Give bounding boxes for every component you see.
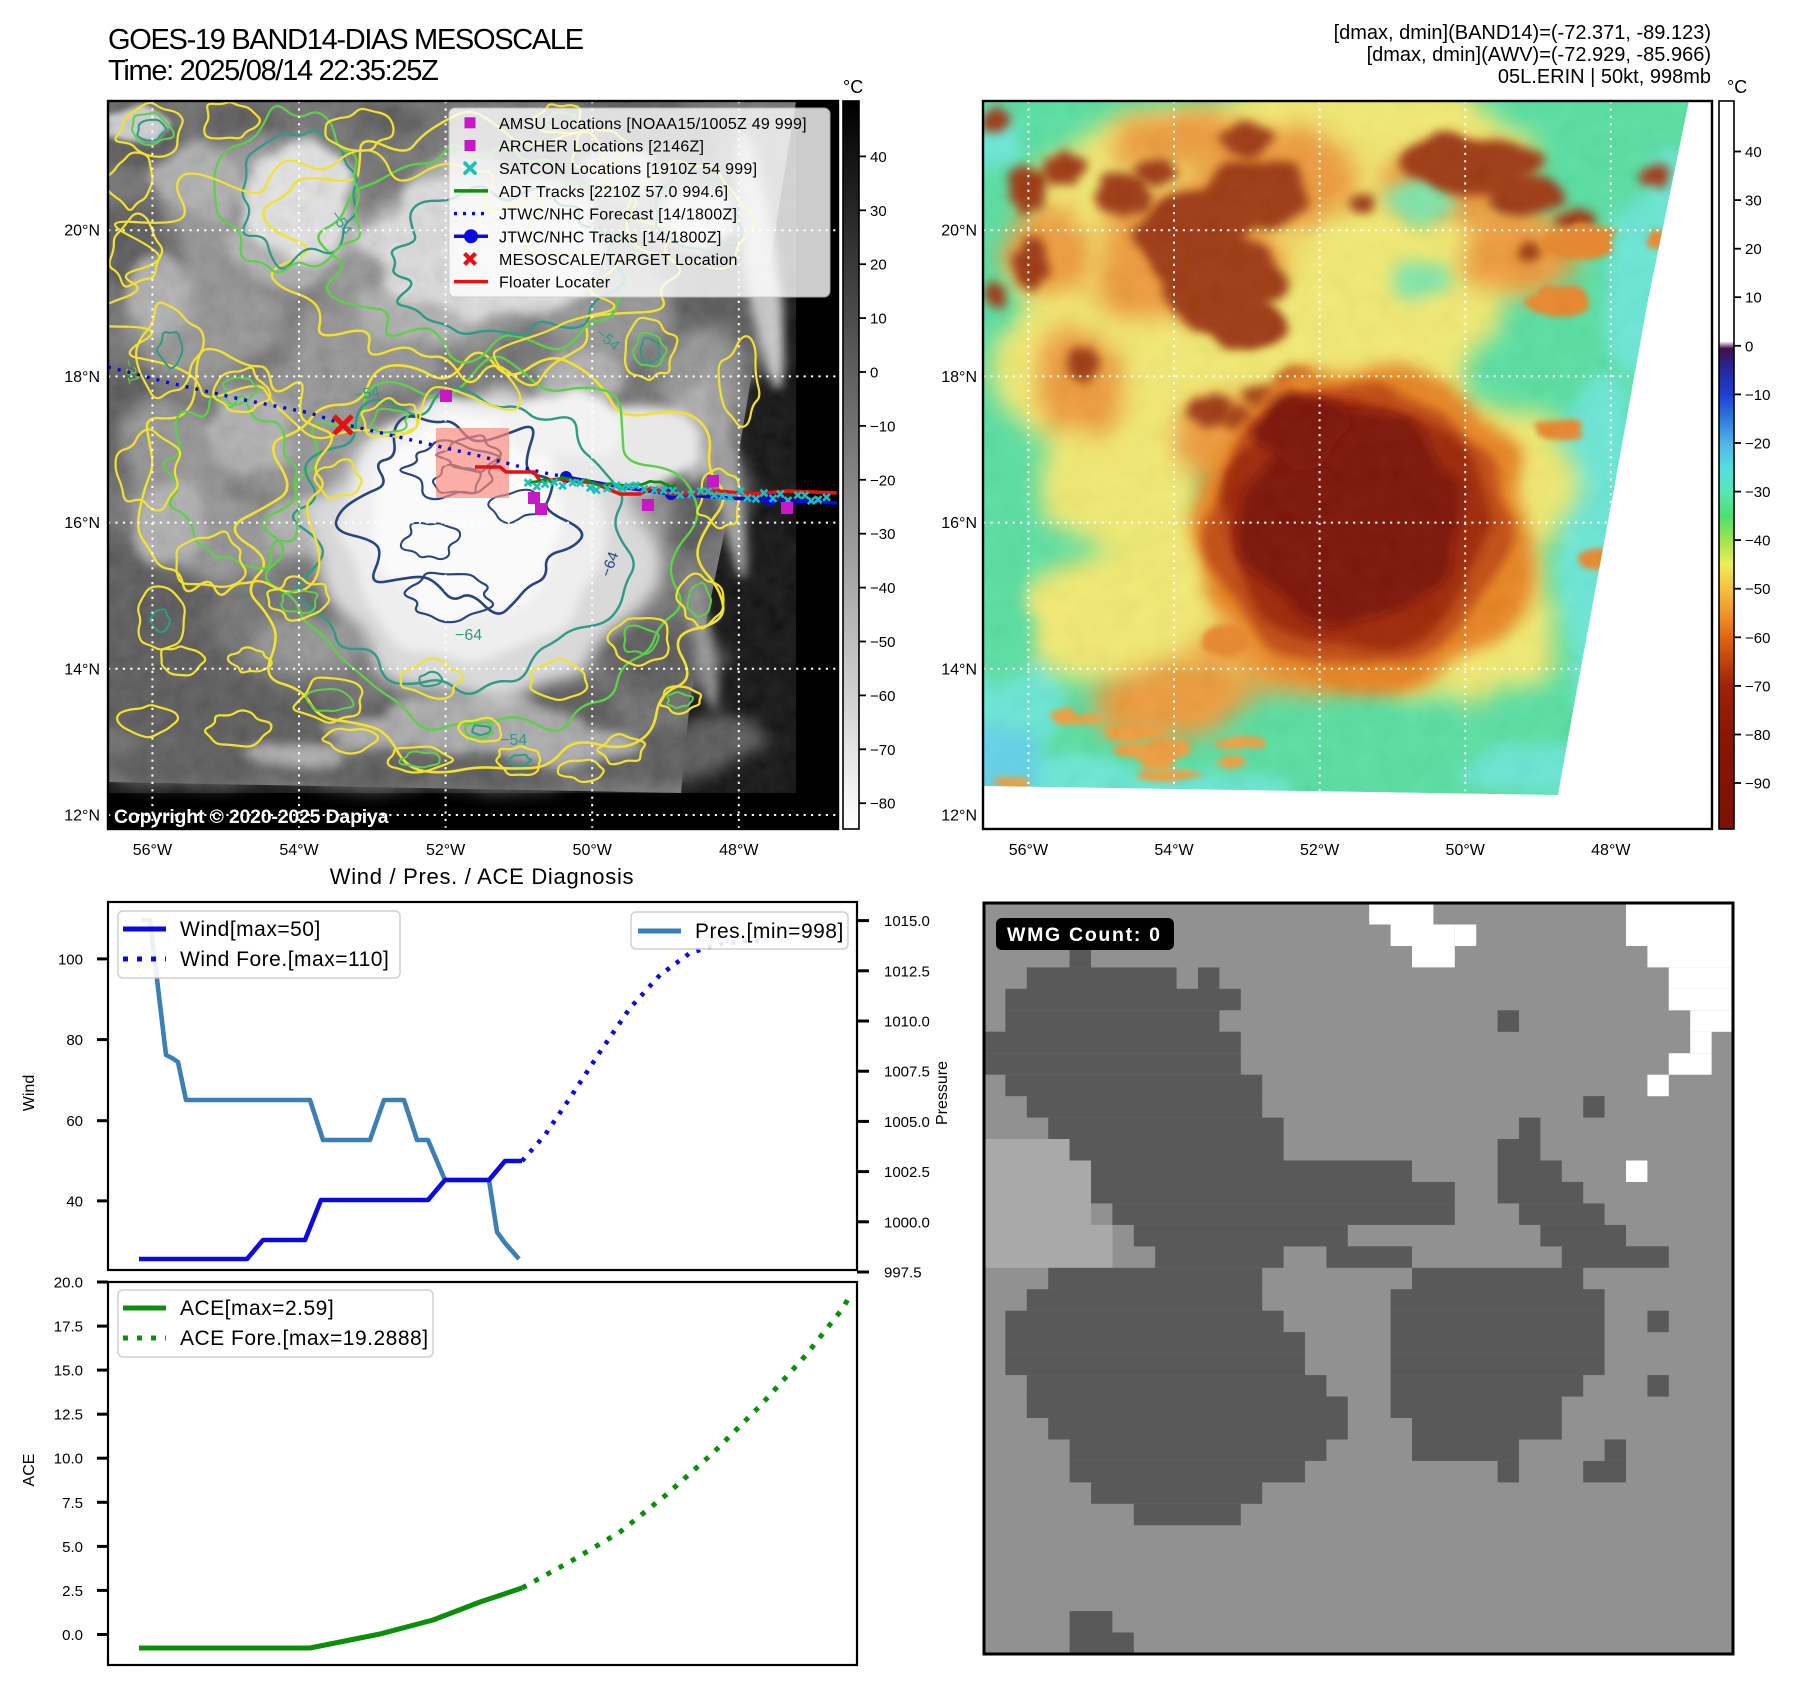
svg-text:1012.5: 1012.5 [884, 963, 930, 980]
svg-text:1015.0: 1015.0 [884, 913, 930, 930]
svg-text:997.5: 997.5 [884, 1265, 922, 1282]
svg-text:Time: 2025/08/14 22:35:25Z: Time: 2025/08/14 22:35:25Z [108, 55, 438, 87]
svg-text:Wind / Pres. / ACE Diagnosis: Wind / Pres. / ACE Diagnosis [330, 864, 634, 889]
svg-text:40: 40 [66, 1193, 83, 1210]
svg-text:−20: −20 [870, 472, 895, 489]
svg-text:Copyright © 2020-2025 Dapiya: Copyright © 2020-2025 Dapiya [114, 806, 389, 828]
svg-text:1010.0: 1010.0 [884, 1014, 930, 1031]
svg-text:12°N: 12°N [941, 808, 977, 825]
svg-text:56°W: 56°W [133, 842, 173, 859]
svg-text:05L.ERIN | 50kt, 998mb: 05L.ERIN | 50kt, 998mb [1498, 66, 1711, 88]
svg-text:−54: −54 [353, 384, 381, 404]
svg-text:−60: −60 [1745, 630, 1770, 647]
svg-text:−90: −90 [1745, 776, 1770, 793]
svg-text:−50: −50 [1745, 581, 1770, 598]
svg-text:−40: −40 [870, 580, 895, 597]
svg-text:[dmax, dmin](AWV)=(-72.929, -8: [dmax, dmin](AWV)=(-72.929, -85.966) [1367, 44, 1711, 66]
svg-text:80: 80 [66, 1032, 83, 1049]
svg-text:18°N: 18°N [941, 369, 977, 386]
svg-text:14°N: 14°N [941, 661, 977, 678]
svg-text:48°W: 48°W [1591, 842, 1631, 859]
svg-text:ADT Tracks [2210Z 57.0 994.6]: ADT Tracks [2210Z 57.0 994.6] [499, 184, 728, 201]
svg-text:°C: °C [1727, 77, 1747, 97]
svg-text:1007.5: 1007.5 [884, 1064, 930, 1081]
svg-text:20°N: 20°N [64, 223, 100, 240]
svg-text:15.0: 15.0 [54, 1363, 83, 1380]
svg-text:10: 10 [870, 311, 887, 328]
svg-text:WMG Count: 0: WMG Count: 0 [1007, 924, 1162, 946]
svg-text:12°N: 12°N [64, 808, 100, 825]
svg-text:−20: −20 [1745, 436, 1770, 453]
svg-text:−40: −40 [1745, 533, 1770, 550]
svg-text:60: 60 [66, 1113, 83, 1130]
svg-text:52°W: 52°W [1300, 842, 1340, 859]
svg-text:SATCON Locations [1910Z 54 999: SATCON Locations [1910Z 54 999] [499, 161, 757, 178]
svg-text:Wind Fore.[max=110]: Wind Fore.[max=110] [180, 948, 389, 971]
svg-text:14°N: 14°N [64, 661, 100, 678]
svg-text:50°W: 50°W [573, 842, 613, 859]
svg-text:30: 30 [1745, 193, 1762, 210]
svg-text:48°W: 48°W [719, 842, 759, 859]
svg-text:12.5: 12.5 [54, 1407, 83, 1424]
svg-text:10.0: 10.0 [54, 1451, 83, 1468]
svg-text:MESOSCALE/TARGET Location: MESOSCALE/TARGET Location [499, 252, 738, 269]
svg-text:ACE: ACE [21, 1454, 38, 1487]
svg-text:30: 30 [870, 203, 887, 220]
svg-text:10: 10 [1745, 290, 1762, 307]
svg-text:GOES-19 BAND14-DIAS MESOSCALE: GOES-19 BAND14-DIAS MESOSCALE [108, 24, 584, 56]
svg-text:Floater Locater: Floater Locater [499, 275, 611, 292]
svg-text:40: 40 [1745, 144, 1762, 161]
svg-text:JTWC/NHC Tracks [14/1800Z]: JTWC/NHC Tracks [14/1800Z] [499, 229, 722, 246]
svg-text:100: 100 [58, 951, 83, 968]
svg-text:54°W: 54°W [1154, 842, 1194, 859]
svg-text:Wind: Wind [21, 1075, 38, 1111]
svg-text:Pres.[min=998]: Pres.[min=998] [695, 920, 844, 943]
svg-text:−60: −60 [870, 688, 895, 705]
svg-text:20: 20 [1745, 241, 1762, 258]
svg-text:17.5: 17.5 [54, 1319, 83, 1336]
svg-text:40: 40 [870, 149, 887, 166]
svg-text:54°W: 54°W [279, 842, 319, 859]
svg-text:−10: −10 [1745, 387, 1770, 404]
svg-text:−30: −30 [1745, 484, 1770, 501]
svg-text:1002.5: 1002.5 [884, 1164, 930, 1181]
svg-text:°C: °C [843, 77, 863, 97]
svg-text:50°W: 50°W [1446, 842, 1486, 859]
svg-text:0: 0 [1745, 338, 1753, 355]
svg-text:52°W: 52°W [426, 842, 466, 859]
svg-text:Pressure: Pressure [934, 1061, 951, 1125]
svg-text:ACE Fore.[max=19.2888]: ACE Fore.[max=19.2888] [180, 1327, 429, 1350]
svg-text:AMSU Locations [NOAA15/1005Z 4: AMSU Locations [NOAA15/1005Z 49 999] [499, 116, 807, 133]
svg-text:16°N: 16°N [941, 515, 977, 532]
svg-text:−50: −50 [870, 634, 895, 651]
svg-text:20°N: 20°N [941, 223, 977, 240]
svg-text:0.0: 0.0 [62, 1627, 83, 1644]
svg-text:JTWC/NHC Forecast [14/1800Z]: JTWC/NHC Forecast [14/1800Z] [499, 207, 737, 224]
svg-text:18°N: 18°N [64, 369, 100, 386]
svg-text:−70: −70 [1745, 678, 1770, 695]
svg-text:16°N: 16°N [64, 515, 100, 532]
svg-text:−80: −80 [1745, 727, 1770, 744]
svg-text:20: 20 [870, 257, 887, 274]
svg-text:1000.0: 1000.0 [884, 1214, 930, 1231]
svg-text:−30: −30 [870, 526, 895, 543]
svg-text:0: 0 [870, 365, 878, 382]
svg-text:[dmax, dmin](BAND14)=(-72.371,: [dmax, dmin](BAND14)=(-72.371, -89.123) [1334, 22, 1711, 44]
svg-text:ACE[max=2.59]: ACE[max=2.59] [180, 1297, 334, 1320]
svg-text:−54: −54 [500, 732, 527, 749]
svg-text:−64: −64 [455, 627, 482, 644]
svg-text:−70: −70 [870, 742, 895, 759]
svg-text:−80: −80 [870, 796, 895, 813]
svg-text:Wind[max=50]: Wind[max=50] [180, 918, 321, 941]
svg-text:1005.0: 1005.0 [884, 1114, 930, 1131]
svg-text:7.5: 7.5 [62, 1495, 83, 1512]
svg-text:ARCHER Locations [2146Z]: ARCHER Locations [2146Z] [499, 138, 704, 155]
svg-text:2.5: 2.5 [62, 1583, 83, 1600]
svg-text:5.0: 5.0 [62, 1539, 83, 1556]
svg-text:−10: −10 [870, 418, 895, 435]
svg-text:20.0: 20.0 [54, 1275, 83, 1292]
svg-text:56°W: 56°W [1009, 842, 1049, 859]
